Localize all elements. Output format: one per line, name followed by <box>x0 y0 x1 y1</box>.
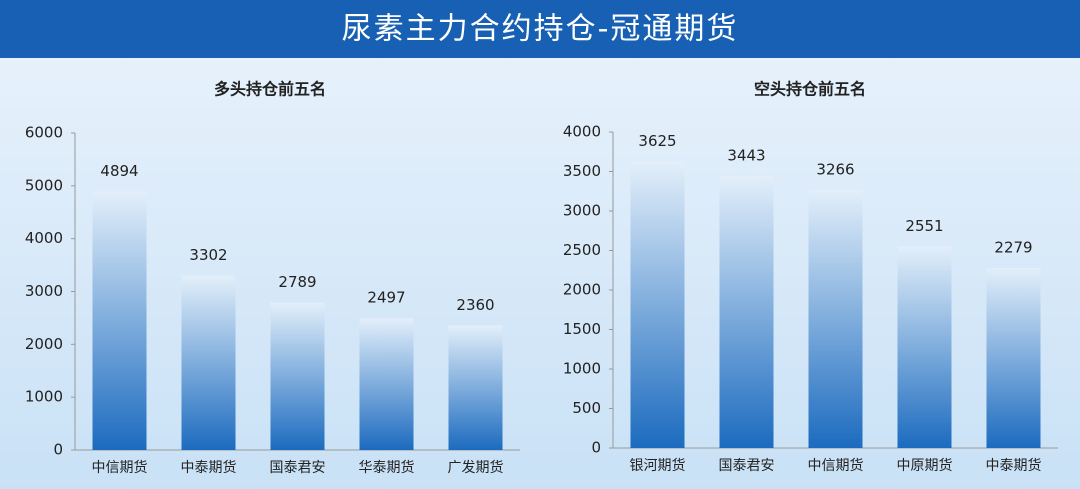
value-label: 4894 <box>100 162 138 180</box>
x-tick-label: 广发期货 <box>448 459 504 476</box>
value-label: 2551 <box>905 217 943 235</box>
y-tick-label: 0 <box>53 441 63 459</box>
bar <box>719 176 774 449</box>
x-tick-label: 中信期货 <box>808 457 864 474</box>
x-tick-label: 国泰君安 <box>719 458 775 474</box>
bar <box>448 325 503 450</box>
y-tick-label: 1000 <box>563 360 601 378</box>
bar <box>92 191 147 451</box>
value-label: 3625 <box>638 132 676 150</box>
y-tick-label: 5000 <box>25 176 63 194</box>
value-label: 2279 <box>994 238 1032 256</box>
y-tick-label: 2500 <box>563 241 601 259</box>
x-tick-label: 中原期货 <box>897 457 953 474</box>
y-tick-label: 3000 <box>25 282 63 300</box>
y-tick-label: 2000 <box>25 335 63 353</box>
x-tick-label: 国泰君安 <box>270 460 326 476</box>
x-tick-label: 中泰期货 <box>181 459 237 476</box>
y-tick-label: 4000 <box>25 229 63 247</box>
y-tick-label: 4000 <box>563 123 601 141</box>
y-tick-label: 3000 <box>563 202 601 220</box>
bar <box>986 267 1041 448</box>
bar <box>359 318 414 450</box>
value-label: 3266 <box>816 160 854 178</box>
y-tick-label: 3500 <box>563 162 601 180</box>
bar <box>897 246 952 448</box>
page-title: 尿素主力合约持仓-冠通期货 <box>342 12 739 47</box>
x-tick-label: 中泰期货 <box>986 457 1042 474</box>
y-tick-label: 6000 <box>25 124 63 142</box>
x-tick-label: 银河期货 <box>630 457 686 474</box>
value-label: 2497 <box>367 289 405 307</box>
chart-title: 多头持仓前五名 <box>214 80 326 99</box>
value-label: 2360 <box>456 296 494 314</box>
bar <box>808 189 863 448</box>
value-label: 2789 <box>278 273 316 291</box>
bar <box>630 161 685 448</box>
bar <box>270 302 325 450</box>
y-tick-label: 2000 <box>563 281 601 299</box>
y-tick-label: 1500 <box>563 320 601 338</box>
y-tick-label: 500 <box>572 399 601 417</box>
x-tick-label: 中信期货 <box>92 459 148 476</box>
banner <box>0 0 1080 58</box>
chart-title: 空头持仓前五名 <box>754 80 866 99</box>
value-label: 3302 <box>189 246 227 264</box>
value-label: 3443 <box>727 147 765 165</box>
bar <box>181 275 236 450</box>
y-tick-label: 1000 <box>25 388 63 406</box>
x-tick-label: 华泰期货 <box>359 459 415 476</box>
y-tick-label: 0 <box>591 439 601 457</box>
